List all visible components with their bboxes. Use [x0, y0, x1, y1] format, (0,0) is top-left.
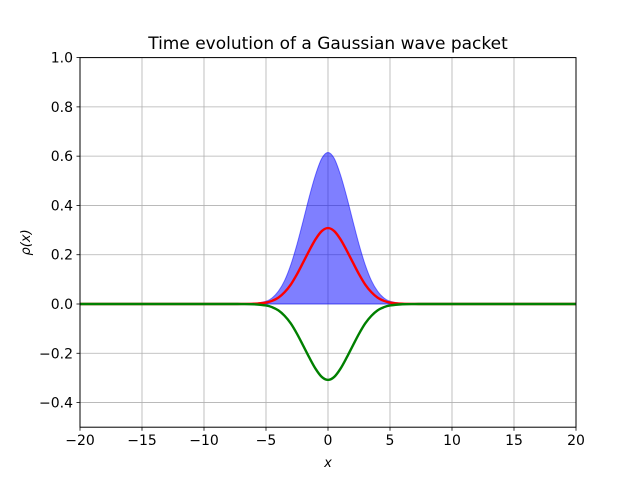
- x-tick-label: 0: [324, 433, 333, 449]
- x-tick-label: −10: [189, 433, 219, 449]
- y-axis-label: ρ(x): [19, 229, 34, 255]
- y-tick-label: −0.4: [39, 396, 73, 412]
- chart-title: Time evolution of a Gaussian wave packet: [147, 34, 508, 54]
- x-axis-ticks: −20 −15 −10 −5 0 5 10 15 20: [65, 427, 585, 449]
- y-tick-label: −0.2: [39, 346, 73, 362]
- plot-series: [79, 151, 576, 382]
- y-tick-label: 0.2: [51, 248, 73, 264]
- x-tick-label: −20: [65, 433, 95, 449]
- x-tick-label: 20: [567, 433, 585, 449]
- x-tick-label: −5: [256, 433, 277, 449]
- y-tick-label: 0.6: [51, 149, 73, 165]
- y-axis-ticks: −0.4 −0.2 0.0 0.2 0.4 0.6 0.8 1.0: [39, 51, 80, 412]
- series-2-line: [79, 302, 576, 382]
- x-tick-label: 5: [386, 433, 395, 449]
- y-tick-label: 0.8: [51, 100, 73, 116]
- y-tick-label: 0.4: [51, 198, 73, 214]
- y-tick-label: 0.0: [51, 297, 73, 313]
- x-tick-label: −15: [127, 433, 157, 449]
- x-tick-label: 15: [505, 433, 523, 449]
- x-axis-label: x: [323, 456, 332, 471]
- x-tick-label: 10: [443, 433, 461, 449]
- y-tick-label: 1.0: [51, 51, 73, 67]
- series-1-line: [79, 226, 576, 306]
